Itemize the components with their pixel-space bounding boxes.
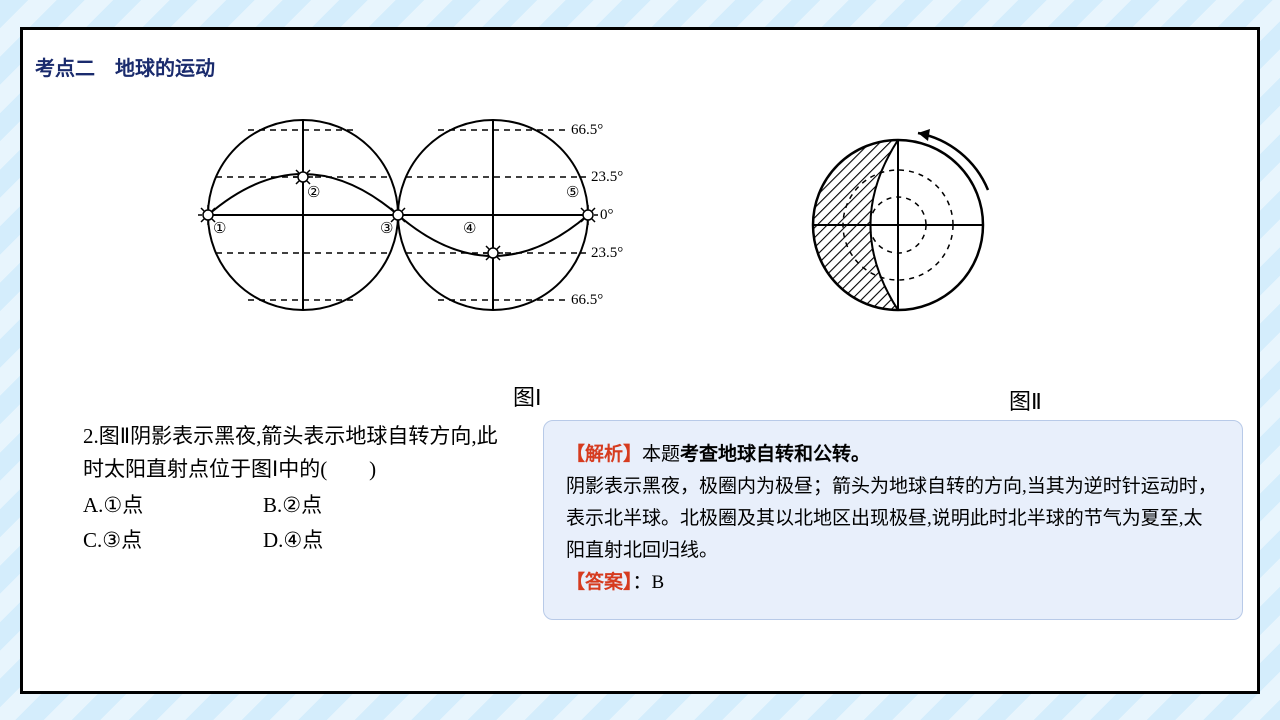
analysis-bold: 考查地球自转和公转。 xyxy=(680,444,870,465)
figure-1-diagram: ① ② ③ ④ ⑤ xyxy=(173,105,613,325)
figures-area: ① ② ③ ④ ⑤ 66.5° 23.5° 0° 23.5° 66.5° 图Ⅰ xyxy=(173,105,1073,365)
fig1-point-2: ② xyxy=(307,185,320,201)
fig1-lat-0: 0° xyxy=(600,207,614,224)
analysis-lead: 本题 xyxy=(642,444,680,465)
answer-value: ：B xyxy=(633,572,665,593)
analysis-line: 【解析】本题考查地球自转和公转。 xyxy=(566,439,1220,471)
fig1-point-1: ① xyxy=(213,221,226,237)
fig1-lat-235s: 23.5° xyxy=(591,245,623,262)
fig1-point-5: ⑤ xyxy=(566,185,579,201)
fig1-point-3: ③ xyxy=(380,221,393,237)
figure-1-label: 图Ⅰ xyxy=(513,380,542,412)
page-frame: 考点二 地球的运动 xyxy=(20,27,1260,694)
figure-2-diagram xyxy=(788,105,1018,325)
topic-header: 考点二 地球的运动 xyxy=(35,52,215,81)
fig1-lat-665s: 66.5° xyxy=(571,292,603,309)
fig1-lat-235n: 23.5° xyxy=(591,169,623,186)
figure-2-label: 图Ⅱ xyxy=(1009,384,1042,416)
option-c: C.③点 xyxy=(83,524,263,557)
fig1-lat-665n: 66.5° xyxy=(571,122,603,139)
options-grid: A.①点 B.②点 C.③点 D.④点 xyxy=(83,489,503,556)
option-a: A.①点 xyxy=(83,489,263,522)
answer-tag: 【答案】 xyxy=(566,572,633,593)
option-d: D.④点 xyxy=(263,524,443,557)
answer-line: 【答案】：B xyxy=(566,567,1220,599)
fig1-point-4: ④ xyxy=(463,221,476,237)
question-stem: 2.图Ⅱ阴影表示黑夜,箭头表示地球自转方向,此时太阳直射点位于图Ⅰ中的( ) xyxy=(83,420,503,485)
question-block: 2.图Ⅱ阴影表示黑夜,箭头表示地球自转方向,此时太阳直射点位于图Ⅰ中的( ) A… xyxy=(83,420,503,556)
analysis-tag: 【解析】 xyxy=(566,444,642,465)
answer-box: 【解析】本题考查地球自转和公转。 阴影表示黑夜，极圈内为极昼；箭头为地球自转的方… xyxy=(543,420,1243,620)
analysis-body: 阴影表示黑夜，极圈内为极昼；箭头为地球自转的方向,当其为逆时针运动时，表示北半球… xyxy=(566,471,1220,567)
option-b: B.②点 xyxy=(263,489,443,522)
